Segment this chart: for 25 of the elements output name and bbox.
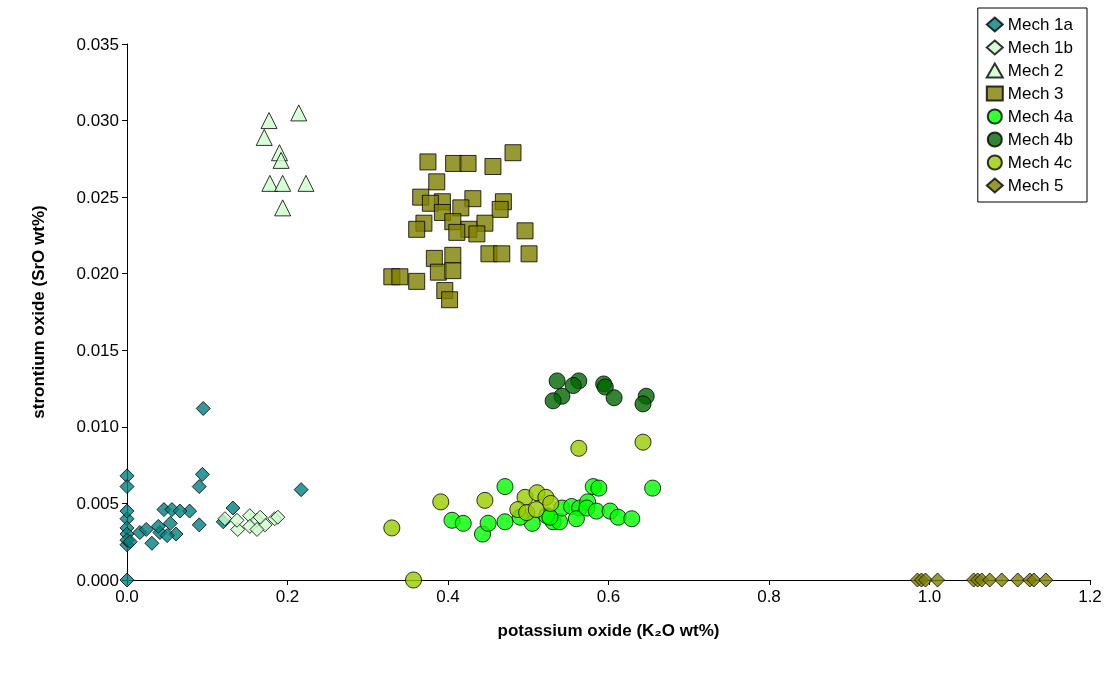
x-tick-label: 0.2 [275,587,300,606]
y-tick-label: 0.035 [76,34,119,54]
y-tick-label: 0.005 [76,493,119,513]
y-tick-label: 0.000 [76,570,119,590]
legend-label: Mech 1b [1007,38,1073,57]
legend-label: Mech 2 [1007,61,1064,80]
legend-label: Mech 5 [1007,176,1064,195]
x-tick-label: 0.4 [436,587,460,606]
legend-label: Mech 4a [1007,107,1074,126]
legend-label: Mech 4c [1007,153,1073,172]
x-tick-label: 0.6 [596,587,621,606]
x-tick-label: 1.2 [1078,587,1102,606]
y-tick-label: 0.010 [76,417,119,437]
y-tick-label: 0.030 [76,111,119,131]
x-tick-label: 0.0 [115,587,139,606]
legend-label: Mech 3 [1007,84,1064,103]
x-tick-label: 0.8 [757,587,781,606]
y-tick-label: 0.020 [76,264,119,284]
y-tick-label: 0.015 [76,340,119,360]
x-axis-title: potassium oxide (K₂O wt%) [497,621,720,640]
y-tick-label: 0.025 [76,187,119,207]
y-axis-title: strontium oxide (SrO wt%) [29,205,48,419]
legend-label: Mech 1a [1007,15,1074,34]
legend-label: Mech 4b [1007,130,1073,149]
x-tick-label: 1.0 [917,587,942,606]
